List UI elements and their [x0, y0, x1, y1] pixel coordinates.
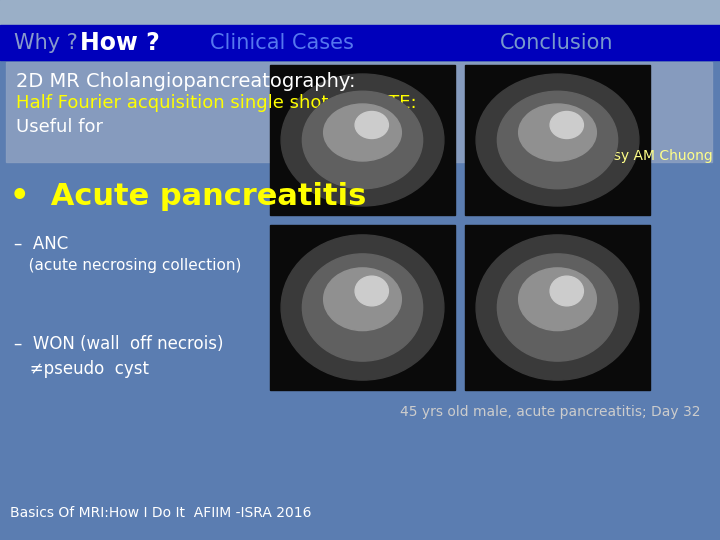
Text: (acute necrosing collection): (acute necrosing collection)	[14, 258, 241, 273]
Text: 2D MR Cholangiopancreatography:: 2D MR Cholangiopancreatography:	[16, 72, 356, 91]
Text: 45 yrs old male, acute pancreatitis; Day 32: 45 yrs old male, acute pancreatitis; Day…	[400, 405, 701, 419]
Text: Why ?: Why ?	[14, 33, 78, 53]
Ellipse shape	[302, 91, 423, 189]
Ellipse shape	[302, 254, 423, 361]
Text: Useful for: Useful for	[16, 118, 103, 136]
Ellipse shape	[550, 111, 583, 138]
Bar	[465, 65, 650, 215]
Bar	[0, 25, 720, 60]
Text: Basics Of MRI:How I Do It  AFIIM -ISRA 2016: Basics Of MRI:How I Do It AFIIM -ISRA 20…	[10, 506, 312, 520]
Ellipse shape	[550, 276, 583, 306]
Ellipse shape	[498, 254, 618, 361]
Bar	[0, 0, 720, 25]
Ellipse shape	[518, 268, 596, 330]
Text: •  Acute pancreatitis: • Acute pancreatitis	[10, 182, 366, 211]
Ellipse shape	[498, 91, 618, 189]
Ellipse shape	[355, 111, 388, 138]
Ellipse shape	[324, 104, 401, 161]
Ellipse shape	[324, 268, 401, 330]
Ellipse shape	[476, 235, 639, 380]
Text: Clinical Cases: Clinical Cases	[210, 33, 354, 53]
Bar	[270, 225, 455, 390]
Text: –  WON (wall  off necrois): – WON (wall off necrois)	[14, 335, 223, 353]
Ellipse shape	[281, 74, 444, 206]
Text: < 4 weeks: < 4 weeks	[325, 149, 398, 163]
Ellipse shape	[355, 276, 388, 306]
Text: ≠pseudo  cyst: ≠pseudo cyst	[14, 360, 149, 378]
Ellipse shape	[476, 74, 639, 206]
Bar	[6, 62, 712, 162]
Text: –  ANC: – ANC	[14, 235, 68, 253]
Text: Conclusion: Conclusion	[500, 33, 613, 53]
Text: Courtesy AM Chuong: Courtesy AM Chuong	[567, 149, 713, 163]
Ellipse shape	[281, 235, 444, 380]
Bar	[465, 225, 650, 390]
Ellipse shape	[518, 104, 596, 161]
Bar	[270, 65, 455, 215]
Text: How ?: How ?	[80, 31, 160, 55]
Text: Half Fourier acquisition single shot Short TE:: Half Fourier acquisition single shot Sho…	[16, 94, 417, 112]
